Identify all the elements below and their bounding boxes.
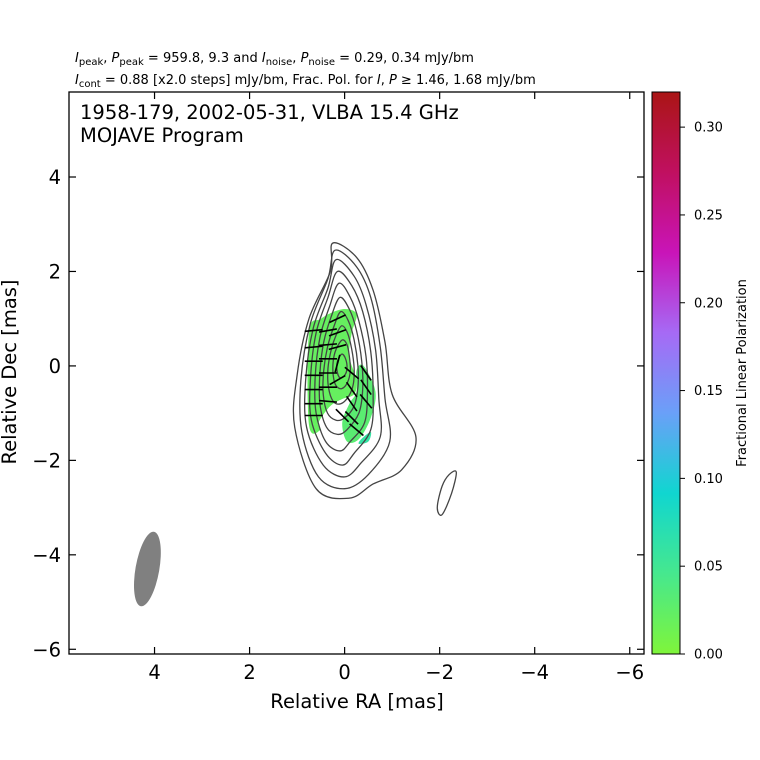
evpa-vector — [318, 399, 338, 403]
y-tick-label: −4 — [32, 544, 61, 567]
evpa-vector — [318, 343, 338, 347]
plot-area — [133, 242, 457, 607]
contour-level-5 — [314, 282, 369, 452]
y-tick-label: 0 — [49, 355, 61, 378]
y-tick-label: 2 — [49, 260, 61, 283]
header-line-1: Ipeak, Ppeak = 959.8, 9.3 and Inoise, Pn… — [75, 51, 474, 68]
evpa-vector — [334, 354, 341, 373]
evpa-vector — [349, 423, 364, 437]
evpa-vector — [304, 328, 323, 333]
plot-title: 1958-179, 2002-05-31, VLBA 15.4 GHz — [80, 101, 459, 124]
x-tick-label: 2 — [243, 661, 255, 684]
colorbar-tick-label: 0.25 — [694, 208, 723, 223]
evpa-vector — [345, 381, 358, 398]
y-tick-label: 4 — [49, 166, 61, 189]
contour-level-7 — [322, 310, 360, 422]
evpa-vector — [328, 314, 346, 324]
contour-level-1 — [292, 242, 417, 500]
evpa-vector — [359, 393, 373, 409]
x-tick-label: 4 — [148, 661, 160, 684]
evpa-vector — [344, 366, 360, 380]
colorbar-frame — [651, 91, 681, 655]
evpa-vector-layer — [304, 314, 373, 437]
colorbar-tick-label: 0.20 — [694, 296, 723, 311]
contour-level-4 — [308, 270, 374, 466]
evpa-vector — [360, 379, 372, 395]
colorbar-label: Fractional Linear Polarization — [735, 279, 750, 467]
plot-subtitle: MOJAVE Program — [80, 124, 244, 147]
colorbar-tick-label: 0.05 — [694, 560, 723, 575]
x-tick-label: −2 — [425, 661, 454, 684]
colorbar-tick-label: 0.30 — [694, 121, 723, 136]
evpa-vector — [318, 328, 337, 333]
contour-level-3 — [303, 258, 383, 478]
evpa-vector — [360, 365, 372, 381]
contour-level-2 — [299, 249, 392, 490]
x-axis-ticks: 4 2 0 −2 −4 −6 — [148, 92, 644, 684]
beam-ellipse — [133, 531, 161, 607]
header-line-2: Icont = 0.88 [x2.0 steps] mJy/bm, Frac. … — [75, 73, 536, 90]
colorbar-ticks: 0.00 0.05 0.10 0.15 0.20 0.25 0.30 — [680, 121, 723, 663]
colorbar-tick-label: 0.00 — [694, 648, 723, 663]
x-tick-label: 0 — [338, 661, 350, 684]
evpa-vector — [345, 395, 358, 412]
contour-level-9 — [332, 339, 352, 390]
beam-layer — [133, 531, 161, 607]
y-axis-ticks: 4 2 0 −2 −4 −6 — [32, 166, 644, 661]
colorbar — [652, 92, 680, 654]
evpa-vector — [344, 410, 359, 425]
evpa-vector — [335, 408, 350, 423]
colorbar-tick-label: 0.15 — [694, 384, 723, 399]
evpa-vector — [328, 329, 347, 337]
evpa-vector — [329, 374, 346, 386]
evpa-vector — [304, 345, 323, 349]
colorbar-tick-label: 0.10 — [694, 472, 723, 487]
evpa-vector — [328, 343, 347, 351]
y-axis-label: Relative Dec [mas] — [0, 279, 21, 464]
x-axis-label: Relative RA [mas] — [270, 690, 443, 713]
plot-frame — [68, 91, 645, 655]
y-tick-label: −2 — [32, 449, 61, 472]
x-tick-label: −6 — [615, 661, 644, 684]
x-tick-label: −4 — [520, 661, 549, 684]
contour-level-1 — [436, 470, 457, 516]
y-tick-label: −6 — [32, 638, 61, 661]
